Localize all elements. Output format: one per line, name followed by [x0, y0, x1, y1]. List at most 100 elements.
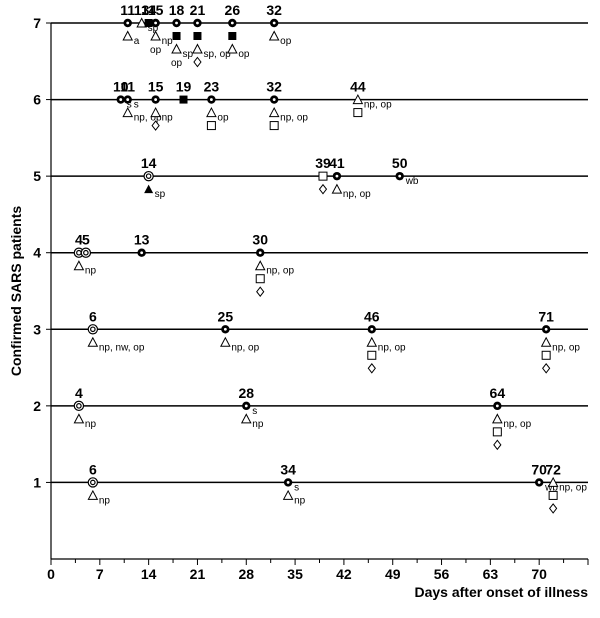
day-label: 25: [218, 308, 234, 324]
open-triangle-marker: [282, 489, 294, 500]
data-point: 39: [315, 155, 331, 195]
marker-note: sp: [148, 23, 159, 34]
filled-dot-circle-marker-center: [272, 98, 276, 101]
day-label: 4: [75, 385, 83, 401]
day-label: 14: [141, 155, 157, 171]
data-point: 14 sp: [141, 155, 166, 200]
open-triangle-marker: [87, 336, 99, 347]
open-triangle-marker: [220, 336, 231, 347]
data-point: 6 np, nw, op: [87, 308, 145, 353]
day-label: 64: [490, 385, 506, 401]
marker-note: sp, op: [203, 49, 231, 60]
day-label: 30: [252, 232, 268, 248]
data-point: 46 np, op: [364, 308, 406, 374]
day-label: 18: [169, 2, 185, 18]
x-tick-label: 7: [96, 566, 104, 582]
data-point: 64 np, op: [490, 385, 532, 451]
double-circle-marker-inner: [90, 479, 96, 486]
data-point: 26 op: [225, 2, 250, 60]
data-point: 10 s: [113, 79, 132, 111]
marker-note: np, op: [559, 482, 587, 493]
open-triangle-marker: [254, 260, 266, 271]
double-circle-marker-inner: [90, 326, 96, 333]
x-tick-label: 14: [141, 566, 157, 582]
marker-note: op: [280, 36, 292, 47]
marker-note: np, op: [231, 342, 259, 353]
day-label: 13: [134, 2, 150, 18]
y-tick-label: 1: [33, 474, 41, 490]
day-label: 44: [350, 79, 366, 95]
marker-note: a: [134, 36, 140, 47]
open-diamond-marker: [548, 503, 558, 514]
double-circle-marker-inner: [76, 249, 82, 256]
data-point: 25 np, op: [218, 308, 260, 353]
day-label: 32: [266, 2, 282, 18]
day-label: 19: [176, 79, 192, 95]
x-axis-title: Days after onset of illness: [414, 584, 588, 600]
marker-note: np, op: [552, 342, 580, 353]
open-square-marker: [367, 350, 377, 360]
day-label: 4: [75, 232, 83, 248]
filled-dot-circle-marker-center: [154, 21, 158, 25]
data-point: 14: [141, 2, 157, 27]
open-diamond-marker: [151, 120, 160, 131]
y-tick-label: 2: [33, 398, 41, 414]
open-triangle-marker: [171, 43, 182, 54]
marker-note: sp: [155, 189, 166, 200]
day-label: 72: [545, 461, 561, 477]
marker-note: wb: [405, 176, 419, 187]
data-point: 19: [176, 79, 192, 104]
data-point: 32 np, op: [266, 79, 308, 131]
marker-note: np, op: [378, 342, 406, 353]
day-label: 5: [82, 232, 90, 248]
open-square-marker: [255, 274, 265, 284]
filled-dot-circle-marker-center: [398, 174, 402, 178]
data-point: 13: [134, 232, 150, 257]
y-tick-label: 4: [33, 245, 41, 261]
data-point: 13 sp: [134, 2, 159, 34]
open-triangle-marker: [352, 94, 364, 105]
data-point: 41 np, op: [329, 155, 371, 200]
marker-note: s: [127, 100, 132, 111]
x-tick-label: 21: [190, 566, 206, 582]
filled-dot-circle-marker-center: [210, 98, 213, 101]
open-triangle-marker: [240, 413, 252, 424]
filled-dot-circle-marker-center: [537, 481, 541, 484]
open-triangle-marker: [268, 30, 280, 41]
y-tick-label: 6: [33, 92, 41, 108]
open-triangle-marker: [268, 107, 280, 118]
marker-note: np, op: [343, 189, 371, 200]
x-tick-label: 35: [287, 566, 303, 582]
filled-dot-circle-marker-center: [258, 251, 262, 255]
filled-triangle-marker: [144, 184, 154, 194]
filled-square-marker: [228, 32, 237, 40]
open-diamond-marker: [193, 56, 202, 68]
open-triangle-marker: [150, 30, 161, 41]
marker-note: np, op: [364, 100, 392, 111]
filled-dot-circle-marker-center: [370, 327, 374, 331]
open-diamond-marker: [542, 362, 551, 374]
data-point: 28 s np: [238, 385, 263, 430]
marker-note: np: [85, 266, 97, 277]
open-square-marker: [318, 171, 328, 181]
data-point: 70 wb: [531, 461, 558, 493]
marker-note: op: [238, 49, 250, 60]
x-ticks: 0 7 14 21 28 35 42 49 56 63 70: [47, 559, 589, 582]
double-circle-marker-inner: [83, 249, 89, 256]
marker-note: np: [294, 495, 306, 506]
open-triangle-marker: [366, 336, 378, 347]
open-square-marker: [541, 350, 551, 360]
open-triangle-marker: [192, 43, 203, 54]
open-triangle-marker: [492, 413, 503, 424]
day-label: 11: [120, 79, 135, 95]
data-point: 44 np, op: [350, 79, 392, 118]
open-triangle-marker: [226, 43, 238, 54]
open-triangle-marker: [87, 489, 99, 500]
marker-note: s: [294, 482, 299, 493]
filled-dot-circle-marker-center: [495, 404, 499, 408]
filled-dot-circle-marker-center: [126, 98, 130, 101]
open-square-marker: [206, 121, 216, 131]
